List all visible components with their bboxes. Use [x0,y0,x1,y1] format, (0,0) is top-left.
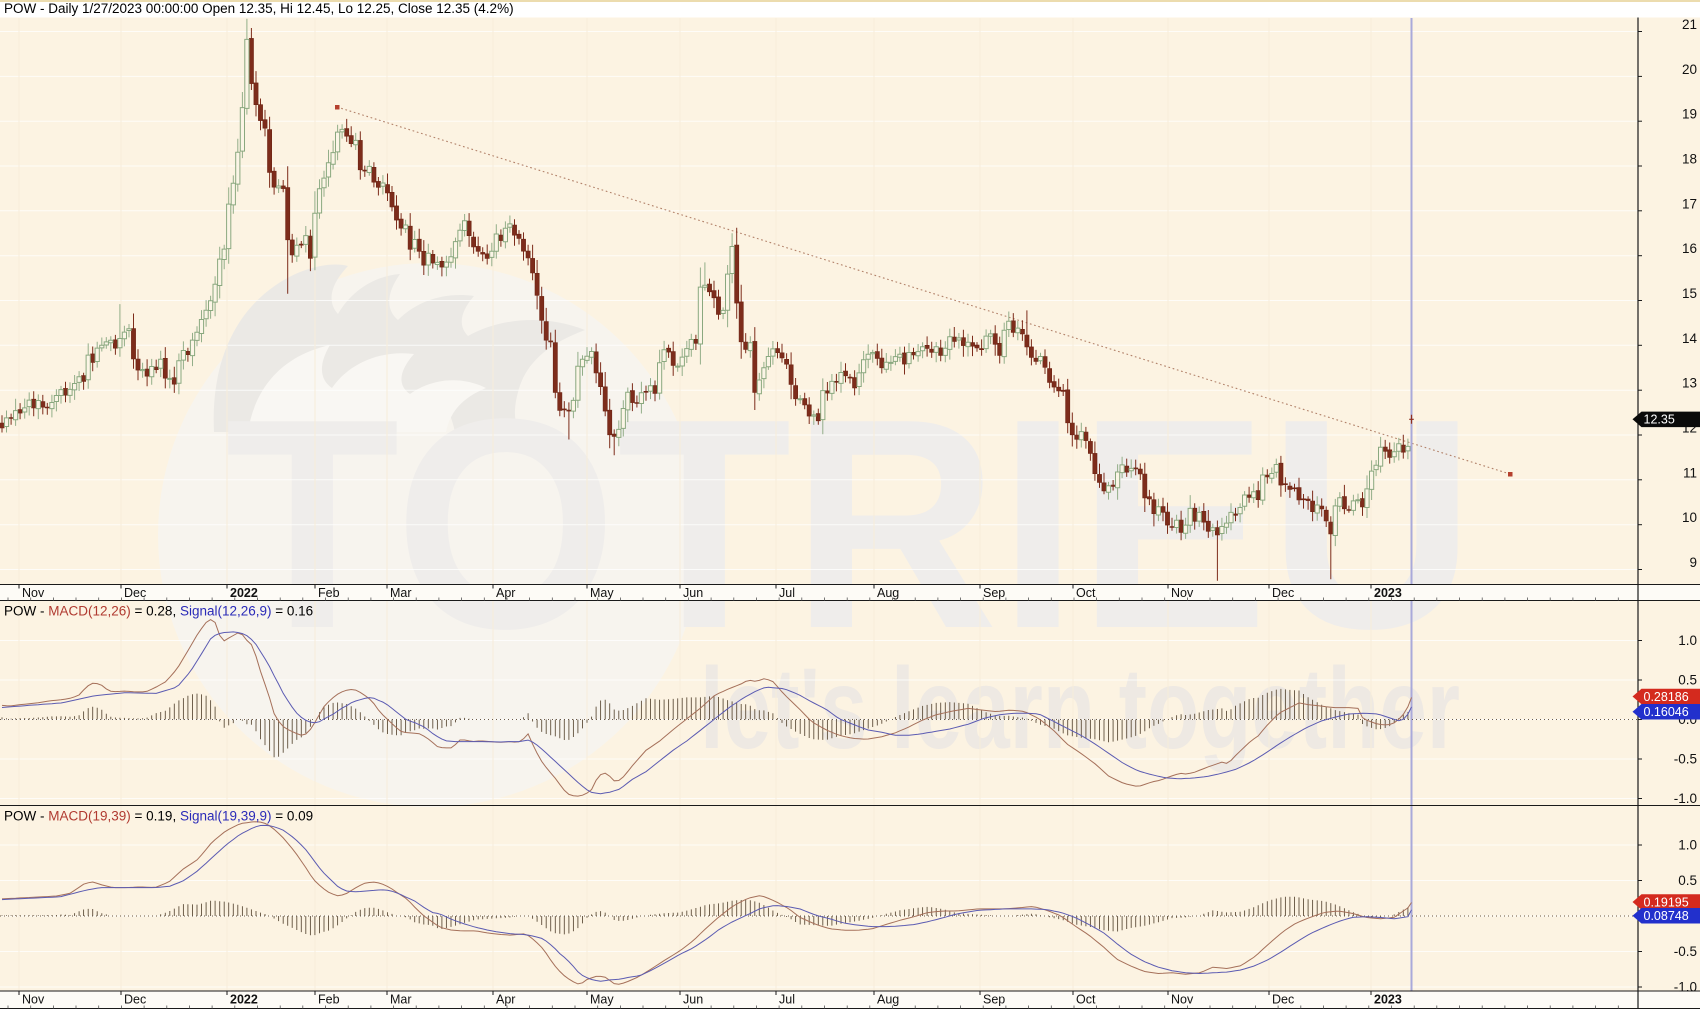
svg-text:Jun: Jun [683,993,703,1007]
svg-text:Jul: Jul [779,993,795,1007]
svg-text:Feb: Feb [318,993,340,1007]
svg-text:Dec: Dec [1272,586,1294,600]
svg-text:1.0: 1.0 [1678,633,1697,648]
svg-text:13: 13 [1682,376,1697,391]
svg-text:POW - MACD(19,39) = 0.19, Sign: POW - MACD(19,39) = 0.19, Signal(19,39,9… [4,809,313,824]
svg-text:Nov: Nov [1171,586,1194,600]
svg-text:Nov: Nov [22,993,45,1007]
svg-text:Jul: Jul [779,586,795,600]
svg-text:0.28186: 0.28186 [1644,690,1689,704]
svg-text:Apr: Apr [496,993,515,1007]
svg-text:Dec: Dec [124,993,146,1007]
svg-text:Aug: Aug [877,586,899,600]
svg-text:0.19195: 0.19195 [1644,895,1689,909]
svg-text:Apr: Apr [496,586,515,600]
svg-text:May: May [590,586,614,600]
svg-text:Oct: Oct [1076,586,1096,600]
svg-text:9: 9 [1689,555,1697,570]
svg-text:Oct: Oct [1076,993,1096,1007]
svg-text:2022: 2022 [230,993,258,1007]
svg-text:Mar: Mar [390,993,412,1007]
svg-text:12.35: 12.35 [1644,413,1675,427]
svg-text:-0.5: -0.5 [1674,752,1697,767]
svg-text:let's learn together: let's learn together [700,645,1460,773]
svg-text:0.5: 0.5 [1678,873,1697,888]
svg-text:0.5: 0.5 [1678,673,1697,688]
svg-text:Jun: Jun [683,586,703,600]
svg-text:Feb: Feb [318,586,340,600]
svg-text:2022: 2022 [230,586,258,600]
svg-text:2023: 2023 [1374,586,1402,600]
svg-text:10: 10 [1682,510,1697,525]
svg-text:Nov: Nov [1171,993,1194,1007]
svg-text:16: 16 [1682,241,1697,256]
svg-text:Nov: Nov [22,586,45,600]
svg-text:Dec: Dec [124,586,146,600]
svg-text:Sep: Sep [983,586,1005,600]
svg-text:Dec: Dec [1272,993,1294,1007]
svg-text:0.16046: 0.16046 [1644,705,1689,719]
svg-text:14: 14 [1682,331,1698,346]
svg-text:20: 20 [1682,62,1697,77]
svg-text:Mar: Mar [390,586,412,600]
svg-text:17: 17 [1682,196,1697,211]
svg-text:TOTRIEU: TOTRIEU [225,357,1475,691]
svg-text:18: 18 [1682,152,1697,167]
svg-text:POW - Daily 1/27/2023 00:00:00: POW - Daily 1/27/2023 00:00:00 Open 12.3… [4,1,514,16]
svg-text:-0.5: -0.5 [1674,944,1697,959]
svg-text:15: 15 [1682,286,1697,301]
svg-text:21: 21 [1682,17,1697,32]
svg-text:0.08748: 0.08748 [1644,909,1689,923]
svg-text:POW - MACD(12,26) = 0.28, Sign: POW - MACD(12,26) = 0.28, Signal(12,26,9… [4,604,313,619]
svg-text:11: 11 [1683,465,1697,480]
svg-text:Aug: Aug [877,993,899,1007]
svg-text:-1.0: -1.0 [1674,980,1697,995]
svg-text:1.0: 1.0 [1678,838,1697,853]
svg-text:-1.0: -1.0 [1674,791,1697,806]
svg-text:May: May [590,993,614,1007]
svg-text:2023: 2023 [1374,993,1402,1007]
svg-text:19: 19 [1682,107,1697,122]
svg-text:Sep: Sep [983,993,1005,1007]
